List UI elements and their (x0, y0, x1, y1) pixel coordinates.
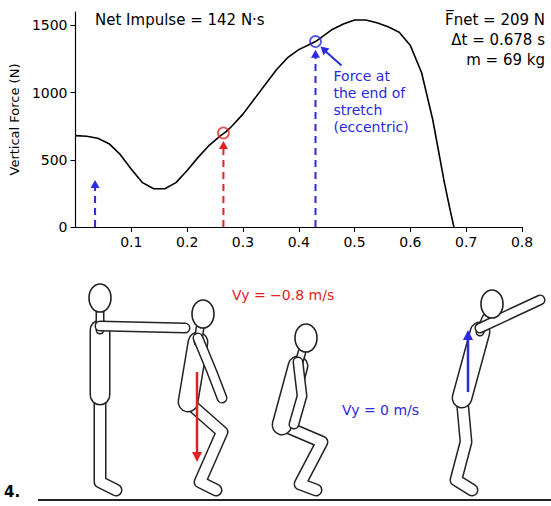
svg-text:1500: 1500 (32, 17, 68, 33)
svg-text:0: 0 (59, 219, 68, 235)
svg-text:Vertical Force (N): Vertical Force (N) (7, 64, 22, 176)
svg-text:0.8: 0.8 (511, 234, 533, 250)
svg-text:Net Impulse = 142 N·s: Net Impulse = 142 N·s (95, 11, 265, 29)
svg-text:0.3: 0.3 (232, 234, 254, 250)
svg-text:Vy = 0 m/s: Vy = 0 m/s (342, 402, 419, 418)
svg-text:0.2: 0.2 (176, 234, 198, 250)
svg-text:0.1: 0.1 (120, 234, 142, 250)
svg-text:4.: 4. (4, 483, 20, 501)
svg-text:F̅net = 209 N: F̅net = 209 N (445, 10, 545, 29)
svg-text:0.5: 0.5 (343, 234, 365, 250)
svg-text:Force at: Force at (334, 68, 395, 84)
svg-text:0.6: 0.6 (399, 234, 421, 250)
svg-text:Δt = 0.678 s: Δt = 0.678 s (451, 31, 545, 49)
svg-text:the end of: the end of (334, 85, 410, 101)
svg-text:0.7: 0.7 (455, 234, 477, 250)
svg-text:1000: 1000 (32, 85, 68, 101)
svg-text:0.4: 0.4 (288, 234, 310, 250)
svg-text:(eccentric): (eccentric) (334, 119, 409, 135)
svg-text:stretch: stretch (334, 102, 387, 118)
svg-text:m = 69 kg: m = 69 kg (466, 51, 545, 69)
svg-text:500: 500 (41, 152, 68, 168)
svg-text:Vy = −0.8 m/s: Vy = −0.8 m/s (232, 287, 334, 303)
